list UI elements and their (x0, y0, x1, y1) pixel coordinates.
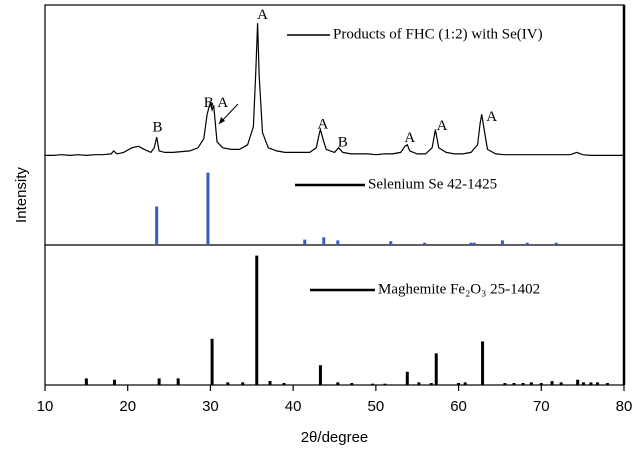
x-tick-label: 40 (285, 398, 302, 415)
peak-annotation: A (437, 118, 448, 134)
x-tick-label: 60 (450, 398, 467, 415)
peak-annotation: B (338, 135, 348, 151)
x-tick-label: 50 (368, 398, 385, 415)
legend-label: Maghemite Fe₂O₃ 25-1402 (378, 281, 540, 297)
x-tick-label: 30 (202, 398, 219, 415)
peak-annotation: A (257, 7, 268, 23)
x-tick-label: 80 (616, 398, 633, 415)
annotation-arrowhead (219, 117, 225, 124)
legend-label: Selenium Se 42-1425 (368, 176, 497, 192)
peak-annotation: A (404, 130, 415, 146)
peak-annotation: A (317, 116, 328, 132)
x-axis-label: 2θ/degree (301, 429, 369, 446)
legend-label: Products of FHC (1:2) with Se(IV) (333, 26, 543, 42)
peak-annotation: A (217, 95, 228, 111)
peak-annotation: B (152, 120, 162, 136)
pattern-line (45, 23, 624, 157)
peak-annotation: B (204, 95, 214, 111)
x-tick-label: 10 (37, 398, 54, 415)
x-tick-label: 20 (119, 398, 136, 415)
y-axis-label: Intensity (13, 167, 30, 223)
plot-frame (44, 4, 625, 386)
peak-annotation: A (486, 109, 497, 125)
x-tick-label: 70 (533, 398, 550, 415)
